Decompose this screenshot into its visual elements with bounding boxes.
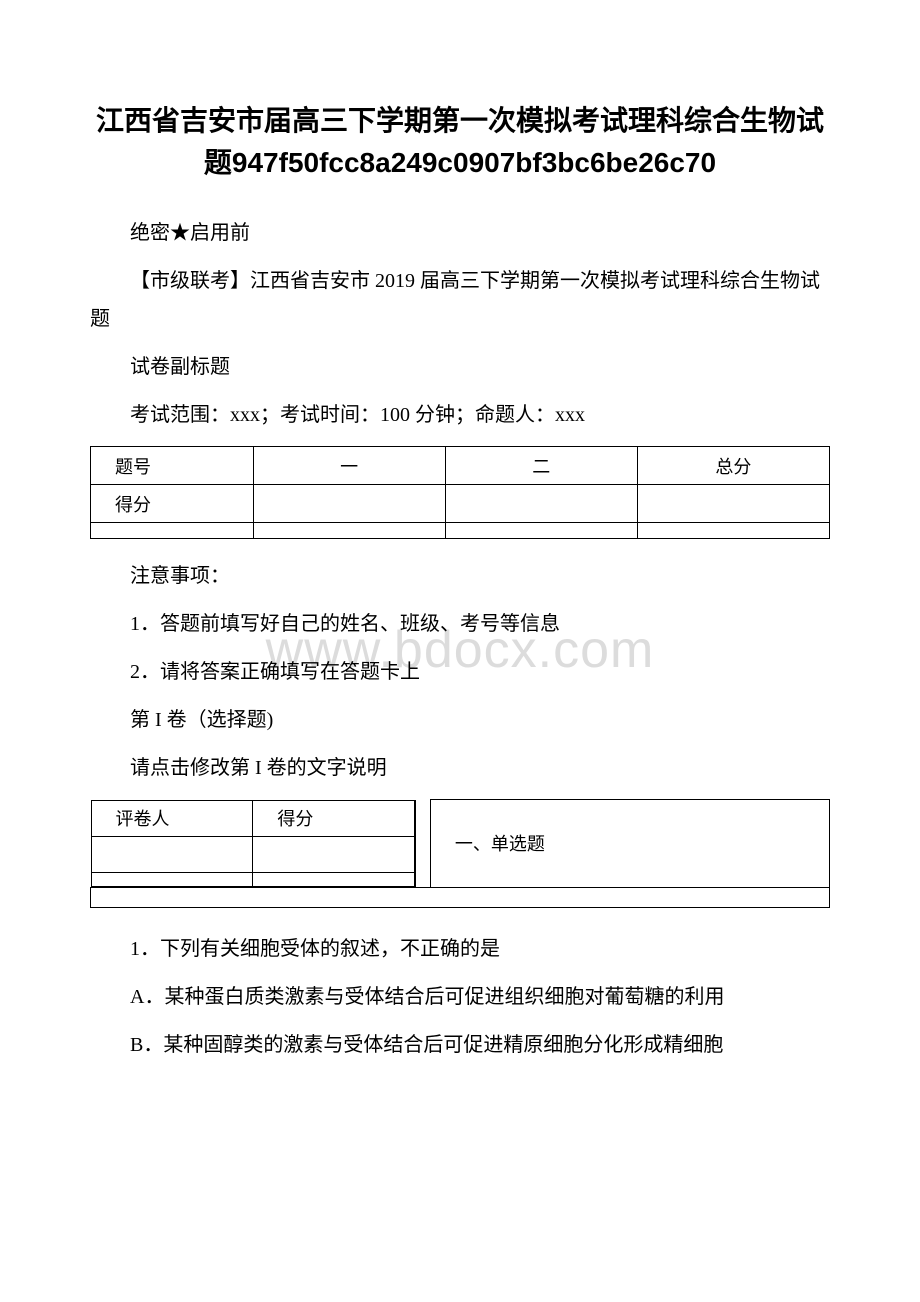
score-cell	[637, 523, 829, 539]
score-row-label: 得分	[91, 485, 254, 523]
notice-heading: 注意事项：	[90, 557, 830, 595]
score-header-cell: 二	[445, 447, 637, 485]
confidential-line: 绝密★启用前	[90, 214, 830, 252]
exam-name: 【市级联考】江西省吉安市 2019 届高三下学期第一次模拟考试理科综合生物试题	[90, 262, 830, 338]
score-header-cell: 题号	[91, 447, 254, 485]
scope-line: 考试范围：xxx；考试时间：100 分钟；命题人：xxx	[90, 396, 830, 434]
subtitle: 试卷副标题	[90, 348, 830, 386]
score-cell	[445, 523, 637, 539]
score-header-cell: 一	[253, 447, 445, 485]
notice-item: 2．请将答案正确填写在答题卡上	[90, 653, 830, 691]
question-text: 1．下列有关细胞受体的叙述，不正确的是	[90, 930, 830, 968]
grader-cell	[253, 872, 415, 886]
grader-cell	[91, 836, 253, 872]
answer-option: B．某种固醇类的激素与受体结合后可促进精原细胞分化形成精细胞	[90, 1026, 830, 1064]
score-cell	[637, 485, 829, 523]
score-cell	[91, 523, 254, 539]
document-content: 江西省吉安市届高三下学期第一次模拟考试理科综合生物试题947f50fcc8a24…	[90, 100, 830, 1064]
answer-option: A．某种蛋白质类激素与受体结合后可促进组织细胞对葡萄糖的利用	[90, 978, 830, 1016]
spacer-cell	[416, 800, 431, 888]
grader-col-score: 得分	[253, 800, 415, 836]
score-header-cell: 总分	[637, 447, 829, 485]
grader-col-person: 评卷人	[91, 800, 253, 836]
score-table: 题号 一 二 总分 得分	[90, 446, 830, 539]
grader-cell	[253, 836, 415, 872]
section-1-note: 请点击修改第 I 卷的文字说明	[90, 749, 830, 787]
grader-cell	[91, 872, 253, 886]
section-1-heading: 第 I 卷（选择题)	[90, 701, 830, 739]
grader-bottom-cell	[91, 887, 830, 907]
score-cell	[445, 485, 637, 523]
score-cell	[253, 523, 445, 539]
page-title: 江西省吉安市届高三下学期第一次模拟考试理科综合生物试题947f50fcc8a24…	[90, 100, 830, 184]
grader-table: 评卷人 得分 一、单选题	[90, 799, 830, 908]
score-cell	[253, 485, 445, 523]
section-type-label: 一、单选题	[430, 800, 829, 888]
notice-item: 1．答题前填写好自己的姓名、班级、考号等信息	[90, 605, 830, 643]
